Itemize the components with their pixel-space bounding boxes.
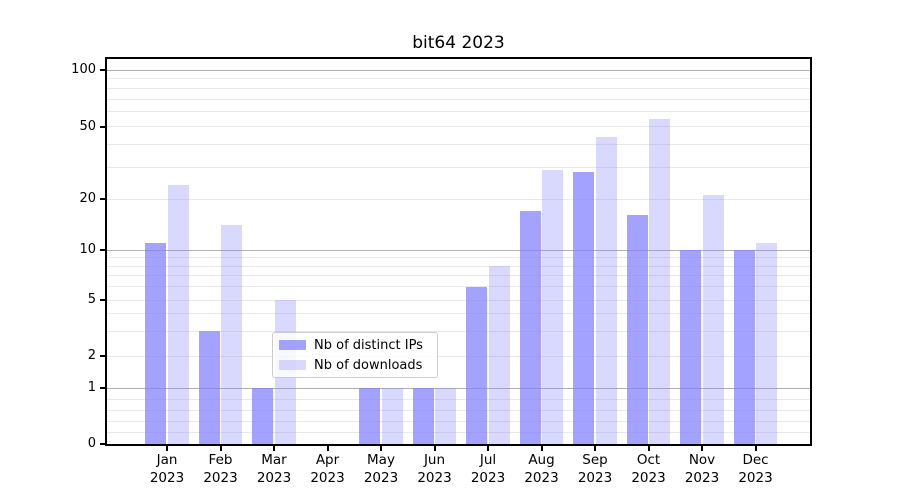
y-axis-tick-label: 50 xyxy=(79,118,96,134)
x-axis-tick xyxy=(433,446,436,451)
bar-downloads-may xyxy=(381,388,403,444)
y-axis-tick-label: 20 xyxy=(79,191,96,206)
gridline-major xyxy=(107,249,810,251)
x-axis-tick-label: Oct 2023 xyxy=(631,452,666,486)
gridline-major xyxy=(107,387,810,389)
bar-downloads-jun xyxy=(435,388,457,444)
gridline-minor xyxy=(107,286,810,288)
gridline-minor xyxy=(107,355,810,357)
x-axis-tick xyxy=(701,446,703,451)
x-axis-tick-label: Nov 2023 xyxy=(684,452,720,486)
gridline-minor xyxy=(107,126,810,128)
y-axis-tick-label: 1 xyxy=(87,380,96,395)
x-axis-tick-label: Aug 2023 xyxy=(524,452,559,486)
y-axis-tick-label: 0 xyxy=(87,436,96,451)
gridline-minor xyxy=(107,421,810,423)
x-axis-tick-label: May 2023 xyxy=(363,452,399,486)
gridline-minor xyxy=(107,265,810,267)
y-axis-tick xyxy=(100,355,105,357)
x-axis-tick xyxy=(487,446,489,451)
gridline-minor xyxy=(107,78,810,80)
y-axis-tick xyxy=(100,69,105,71)
bar-downloads-aug xyxy=(542,169,564,444)
y-axis-tick xyxy=(100,299,105,301)
bar-distinct-ips-jul xyxy=(466,286,488,444)
gridline-minor xyxy=(107,398,810,400)
bar-downloads-jan xyxy=(167,184,189,444)
bar-distinct-ips-nov xyxy=(680,250,702,444)
x-axis-tick-label: Feb 2023 xyxy=(203,452,238,486)
bar-downloads-nov xyxy=(702,195,724,444)
bar-distinct-ips-mar xyxy=(252,388,274,444)
legend-entry-distinct-ips: Nb of distinct IPs xyxy=(279,339,429,352)
x-axis-tick-label: Sep 2023 xyxy=(577,452,613,486)
x-axis-tick xyxy=(754,446,757,451)
legend-entry-downloads: Nb of downloads xyxy=(279,359,429,372)
legend-swatch-downloads xyxy=(279,360,306,370)
gridline-minor xyxy=(107,143,810,145)
bar-distinct-ips-jun xyxy=(412,388,434,444)
x-axis-tick xyxy=(166,446,168,451)
plot-area xyxy=(107,59,810,444)
y-axis-tick-label: 10 xyxy=(79,242,96,257)
legend-swatch-distinct-ips xyxy=(279,340,306,350)
gridline-major xyxy=(107,69,810,71)
bar-distinct-ips-oct xyxy=(626,215,648,444)
y-axis-tick xyxy=(100,249,105,251)
gridline-minor xyxy=(107,87,810,89)
gridline-minor xyxy=(107,166,810,168)
y-axis-tick-label: 5 xyxy=(87,292,96,307)
gridline-minor xyxy=(107,299,810,301)
bar-downloads-sep xyxy=(595,136,617,444)
gridline-minor xyxy=(107,330,810,332)
chart-title: bit64 2023 xyxy=(412,33,505,53)
legend: Nb of distinct IPs Nb of downloads xyxy=(272,332,438,378)
x-axis-tick-label: Dec 2023 xyxy=(738,452,773,486)
gridline-minor xyxy=(107,198,810,200)
gridline-minor xyxy=(107,257,810,259)
x-axis-tick xyxy=(540,446,543,451)
bar-downloads-dec xyxy=(756,242,778,444)
bar-distinct-ips-dec xyxy=(733,250,755,444)
gridline-minor xyxy=(107,409,810,411)
x-axis-tick xyxy=(326,446,329,451)
legend-label-distinct-ips: Nb of distinct IPs xyxy=(314,337,423,353)
bar-distinct-ips-sep xyxy=(573,172,595,444)
bar-distinct-ips-feb xyxy=(198,331,220,444)
x-axis-tick xyxy=(219,446,222,451)
gridline-minor xyxy=(107,432,810,434)
bar-downloads-feb xyxy=(221,225,243,444)
gridline-minor xyxy=(107,98,810,100)
y-axis-tick-label: 100 xyxy=(71,62,96,77)
gridline-minor xyxy=(107,275,810,277)
x-axis-tick-label: Jul 2023 xyxy=(470,452,506,486)
bar-downloads-oct xyxy=(649,118,671,444)
gridline-minor xyxy=(107,111,810,113)
x-axis-tick-label: Apr 2023 xyxy=(310,452,345,486)
y-axis-tick xyxy=(100,387,105,389)
y-axis-tick xyxy=(100,198,105,200)
x-axis-tick-label: Jan 2023 xyxy=(149,452,185,486)
x-axis-tick-label: Jun 2023 xyxy=(417,452,452,486)
y-axis-tick xyxy=(100,125,105,128)
bar-distinct-ips-jan xyxy=(145,242,167,444)
x-axis-tick xyxy=(647,446,650,451)
bar-downloads-jul xyxy=(488,266,510,444)
y-axis-tick xyxy=(100,443,105,445)
bar-distinct-ips-aug xyxy=(519,210,541,444)
x-axis-tick-label: Mar 2023 xyxy=(256,452,292,486)
bar-distinct-ips-may xyxy=(359,388,381,444)
legend-label-downloads: Nb of downloads xyxy=(314,357,423,373)
y-axis-tick-label: 2 xyxy=(87,348,96,363)
x-axis-tick xyxy=(594,446,596,451)
x-axis-tick xyxy=(380,446,382,451)
x-axis-tick xyxy=(273,446,275,451)
gridline-minor xyxy=(107,313,810,315)
